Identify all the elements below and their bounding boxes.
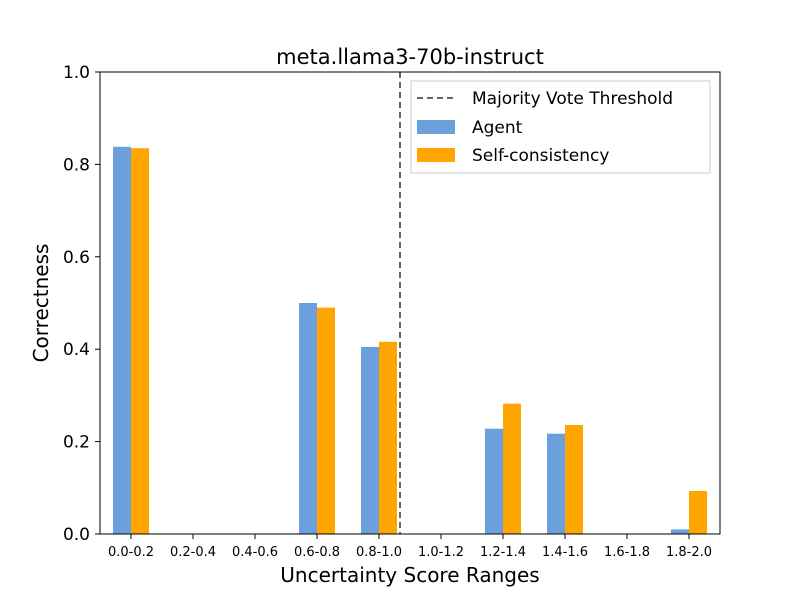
y-tick-label-1.0: 1.0 (63, 63, 90, 83)
x-tick-label-0.0-0.2: 0.0-0.2 (108, 545, 154, 560)
x-tick-label-1.4-1.6: 1.4-1.6 (542, 545, 588, 560)
x-tick-label-1.2-1.4: 1.2-1.4 (480, 545, 526, 560)
bar-agent-0.8-1.0 (361, 346, 379, 534)
y-axis-label: Correctness (29, 244, 53, 363)
y-tick-label-0.6: 0.6 (63, 248, 90, 268)
bar-self-consistency-1.2-1.4 (503, 403, 521, 534)
x-tick-label-1.0-1.2: 1.0-1.2 (418, 545, 464, 560)
x-tick-label-1.6-1.8: 1.6-1.8 (604, 545, 650, 560)
y-tick-label-0.2: 0.2 (63, 433, 90, 453)
bar-self-consistency-1.4-1.6 (565, 425, 583, 534)
x-tick-label-0.2-0.4: 0.2-0.4 (170, 545, 216, 560)
y-tick-label-0.0: 0.0 (63, 525, 90, 545)
bar-self-consistency-0.0-0.2 (131, 148, 149, 534)
bar-agent-0.0-0.2 (113, 146, 131, 535)
x-axis-label: Uncertainty Score Ranges (280, 563, 539, 587)
legend-frame (410, 80, 711, 174)
bar-agent-1.2-1.4 (485, 428, 503, 534)
bar-self-consistency-0.8-1.0 (379, 341, 397, 534)
legend: Majority Vote Threshold Agent Self-consi… (410, 80, 711, 174)
legend-self-consistency-swatch (417, 148, 455, 162)
chart-title: meta.llama3-70b-instruct (276, 45, 544, 69)
legend-self-consistency-label: Self-consistency (472, 146, 609, 166)
x-tick-label-1.8-2.0: 1.8-2.0 (666, 545, 712, 560)
y-tick-label-0.8: 0.8 (63, 155, 90, 175)
legend-threshold-label: Majority Vote Threshold (472, 89, 673, 109)
y-tick-label-0.4: 0.4 (63, 340, 90, 360)
bar-agent-1.4-1.6 (547, 433, 565, 534)
bar-self-consistency-1.8-2.0 (689, 491, 707, 534)
bar-self-consistency-0.6-0.8 (317, 307, 335, 534)
x-tick-label-0.6-0.8: 0.6-0.8 (294, 545, 340, 560)
legend-agent-label: Agent (472, 118, 523, 138)
x-tick-label-0.4-0.6: 0.4-0.6 (232, 545, 278, 560)
x-tick-label-0.8-1.0: 0.8-1.0 (356, 545, 402, 560)
legend-agent-swatch (417, 120, 455, 134)
plot-area: 0.0 0.2 0.4 0.6 0.8 1.0 0.0-0.2 0.2-0.4 0.4-0.6 0… (63, 63, 721, 560)
bar-agent-0.6-0.8 (299, 303, 317, 534)
plot-frame (99, 71, 721, 535)
bar-agent-1.8-2.0 (671, 529, 689, 534)
